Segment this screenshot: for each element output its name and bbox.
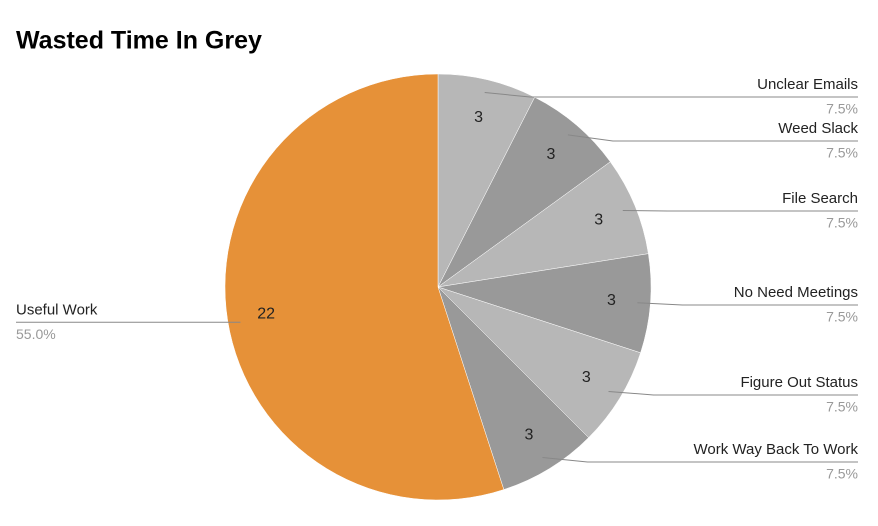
pie-slice <box>437 96 611 288</box>
pie-slice <box>437 161 649 288</box>
slice-name-label: Figure Out Status <box>740 374 858 391</box>
slice-percent-label: 7.5% <box>826 399 858 415</box>
slice-value-label: 3 <box>547 146 556 163</box>
leader-line <box>622 209 858 212</box>
pie-slice <box>437 286 641 438</box>
slice-name-label: Weed Slack <box>778 120 858 137</box>
leader-line <box>542 457 858 463</box>
slice-value-label: 22 <box>257 305 275 322</box>
chart-title: Wasted Time In Grey <box>16 27 262 55</box>
leader-line <box>608 391 858 396</box>
pie-slice <box>437 286 589 490</box>
slice-name-label: No Need Meetings <box>734 284 858 301</box>
slice-percent-label: 7.5% <box>826 145 858 161</box>
pie-slice <box>224 73 505 501</box>
leader-line <box>567 134 858 142</box>
pie-slice <box>437 73 536 288</box>
slice-percent-label: 7.5% <box>826 466 858 482</box>
slice-percent-label: 7.5% <box>826 309 858 325</box>
slice-value-label: 3 <box>594 212 603 229</box>
leader-line <box>637 302 858 306</box>
slice-percent-label: 7.5% <box>826 215 858 231</box>
slice-value-label: 3 <box>474 109 483 126</box>
slice-name-label: File Search <box>782 190 858 207</box>
slice-value-label: 3 <box>524 427 533 444</box>
leader-line <box>484 92 858 98</box>
slice-name-label: Work Way Back To Work <box>694 441 859 458</box>
slice-name-label: Useful Work <box>16 301 98 318</box>
slice-value-label: 3 <box>582 369 591 386</box>
slice-percent-label: 55.0% <box>16 326 56 342</box>
slice-value-label: 3 <box>607 292 616 309</box>
slice-percent-label: 7.5% <box>826 101 858 117</box>
slice-name-label: Unclear Emails <box>757 76 858 93</box>
